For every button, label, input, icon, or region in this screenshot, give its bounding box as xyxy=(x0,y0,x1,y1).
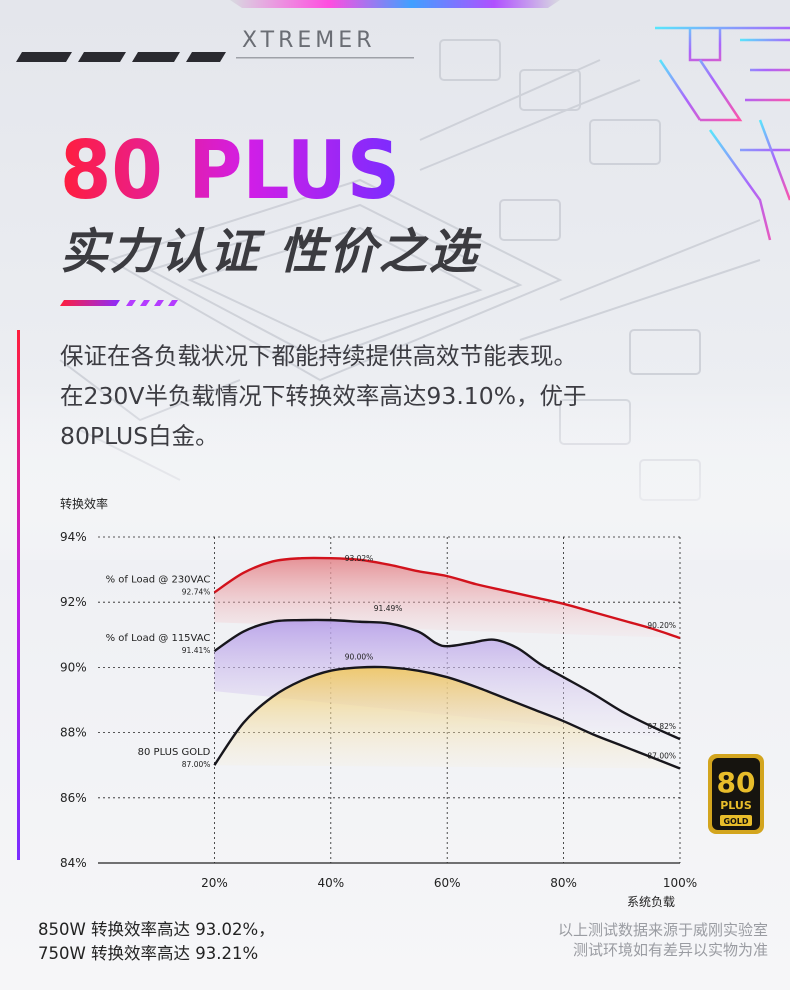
chart-fills xyxy=(214,557,680,769)
series-115vac-start-label: 91.41% xyxy=(182,646,211,655)
chart-grid xyxy=(98,536,681,864)
series-230vac-area xyxy=(214,557,680,639)
x-tick-label: 60% xyxy=(434,876,461,890)
y-tick-label: 90% xyxy=(60,660,87,674)
chart-ticks: 94% 92% 90% 88% 86% 84% 20% 40% 60% 80% 100% xyxy=(60,530,697,890)
x-tick-label: 40% xyxy=(317,876,344,890)
80-plus-gold-badge: 80 PLUS GOLD xyxy=(708,754,764,834)
description: 保证在各负载状况下都能持续提供高效节能表现。 在230V半负载情况下转换效率高达… xyxy=(60,336,690,456)
badge-middle: PLUS xyxy=(720,799,752,812)
headline-title: 80 PLUS xyxy=(60,124,400,216)
series-80plus-gold-annotation: 90.00% xyxy=(345,652,374,661)
series-115vac-line xyxy=(213,618,681,741)
disclaimer-line-2: 测试环境如有差异以实物为准 xyxy=(572,941,768,959)
headline-subtitle: 实力认证 性价之选 xyxy=(60,224,479,280)
chart-lines xyxy=(213,556,681,770)
y-tick-label: 94% xyxy=(60,530,87,544)
brand-strip xyxy=(16,52,414,62)
series-80plus-gold-name: 80 PLUS GOLD xyxy=(138,747,211,758)
x-tick-label: 80% xyxy=(550,876,577,890)
y-tick-label: 86% xyxy=(60,791,87,805)
y-tick-label: 92% xyxy=(60,595,87,609)
top-accent-bar xyxy=(230,0,560,8)
series-115vac-annotation: 91.49% xyxy=(374,604,403,613)
footer-note-750w: 750W 转换效率高达 93.21% xyxy=(38,944,259,963)
x-tick-label: 100% xyxy=(663,876,697,890)
brand-name: XTREMER xyxy=(242,28,376,53)
series-230vac-start-label: 92.74% xyxy=(182,587,211,596)
chart-ylabel: 转换效率 xyxy=(60,496,108,511)
series-230vac-line xyxy=(213,556,681,640)
footer-efficiency-notes: 850W 转换效率高达 93.02%， 750W 转换效率高达 93.21% xyxy=(38,918,275,966)
series-230vac-name: % of Load @ 230VAC xyxy=(106,574,211,585)
y-tick-label: 84% xyxy=(60,856,87,870)
badge-bottom: GOLD xyxy=(723,817,748,826)
headline-title-text: 80 PLUS xyxy=(60,124,400,216)
series-80plus-gold-line xyxy=(213,665,681,770)
footer-disclaimer: 以上测试数据来源于威刚实验室 测试环境如有差异以实物为准 xyxy=(558,920,768,960)
footer-note-850w: 850W 转换效率高达 93.02%， xyxy=(38,920,275,939)
efficiency-chart: 转换效率 系统负载 % of Load @ 230VAC 92.74% 93.02%… xyxy=(60,496,697,909)
series-115vac-name: % of Load @ 115VAC xyxy=(106,633,211,644)
description-line-1: 保证在各负载状况下都能持续提供高效节能表现。 xyxy=(60,342,577,370)
x-tick-label: 20% xyxy=(201,876,228,890)
series-80plus-gold-area xyxy=(214,666,680,769)
badge-top: 80 xyxy=(717,766,756,799)
side-accent-line xyxy=(17,330,20,860)
series-80plus-gold-start-label: 87.00% xyxy=(182,760,211,769)
chart-xlabel: 系统负载 xyxy=(627,895,675,909)
circuit-background xyxy=(0,26,790,560)
series-230vac-annotation: 93.02% xyxy=(345,554,374,563)
series-115vac-annotation: 87.82% xyxy=(647,722,676,731)
disclaimer-line-1: 以上测试数据来源于威刚实验室 xyxy=(557,921,768,939)
description-line-3: 80PLUS白金。 xyxy=(60,422,219,450)
series-80plus-gold-annotation: 87.00% xyxy=(647,751,676,760)
series-230vac-annotation: 90.20% xyxy=(647,621,676,630)
chart-labels: % of Load @ 230VAC 92.74% 93.02% 90.20% % of… xyxy=(106,554,676,769)
y-tick-label: 88% xyxy=(60,726,87,740)
accent-bar xyxy=(60,300,178,306)
description-line-2: 在230V半负载情况下转换效率高达93.10%，优于 xyxy=(60,382,587,410)
